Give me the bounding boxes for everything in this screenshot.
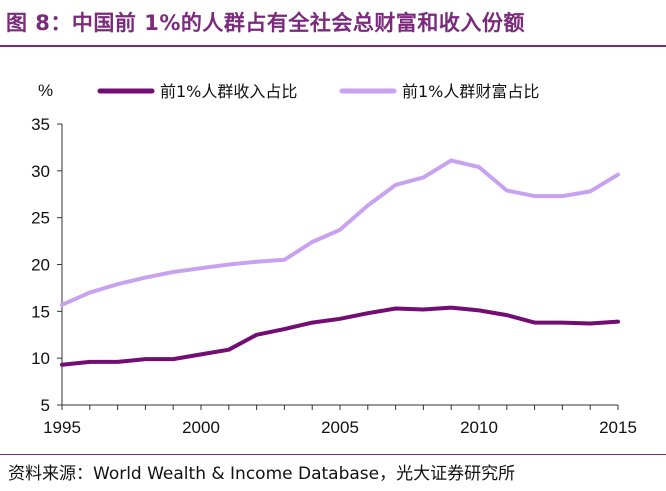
x-tick-label: 2000 bbox=[182, 418, 220, 437]
legend-label-1: 前1%人群收入占比 bbox=[160, 82, 297, 101]
y-tick-label: 20 bbox=[31, 256, 50, 275]
legend: 前1%人群收入占比 前1%人群财富占比 bbox=[97, 82, 539, 101]
figure-title-bar: 图 8：中国前 1%的人群占有全社会总财富和收入份额 bbox=[0, 0, 666, 44]
title-divider bbox=[0, 45, 666, 47]
y-tick-label: 15 bbox=[31, 302, 50, 321]
x-tick-label: 1995 bbox=[43, 418, 81, 437]
y-tick-label: 35 bbox=[31, 115, 50, 134]
y-tick-label: 30 bbox=[31, 162, 50, 181]
legend-label-2: 前1%人群财富占比 bbox=[402, 82, 539, 101]
y-tick-label: 25 bbox=[31, 209, 50, 228]
y-tick-label: 5 bbox=[41, 396, 50, 415]
y-axis-label: % bbox=[38, 81, 53, 100]
x-tick-label: 2015 bbox=[599, 418, 637, 437]
series-lines bbox=[60, 158, 620, 367]
axes: 5 10 15 20 25 30 35% 1995 2000 2005 2010 2015 bbox=[31, 81, 637, 437]
source-note: 资料来源：World Wealth & Income Database，光大证券… bbox=[8, 464, 516, 484]
x-tick-label: 2010 bbox=[460, 418, 498, 437]
series-line-1 bbox=[60, 305, 620, 367]
series-line-2 bbox=[60, 158, 620, 307]
figure-title: 图 8：中国前 1%的人群占有全社会总财富和收入份额 bbox=[6, 11, 525, 35]
y-tick-label: 10 bbox=[31, 349, 50, 368]
source-divider bbox=[0, 454, 666, 455]
x-tick-label: 2005 bbox=[321, 418, 359, 437]
